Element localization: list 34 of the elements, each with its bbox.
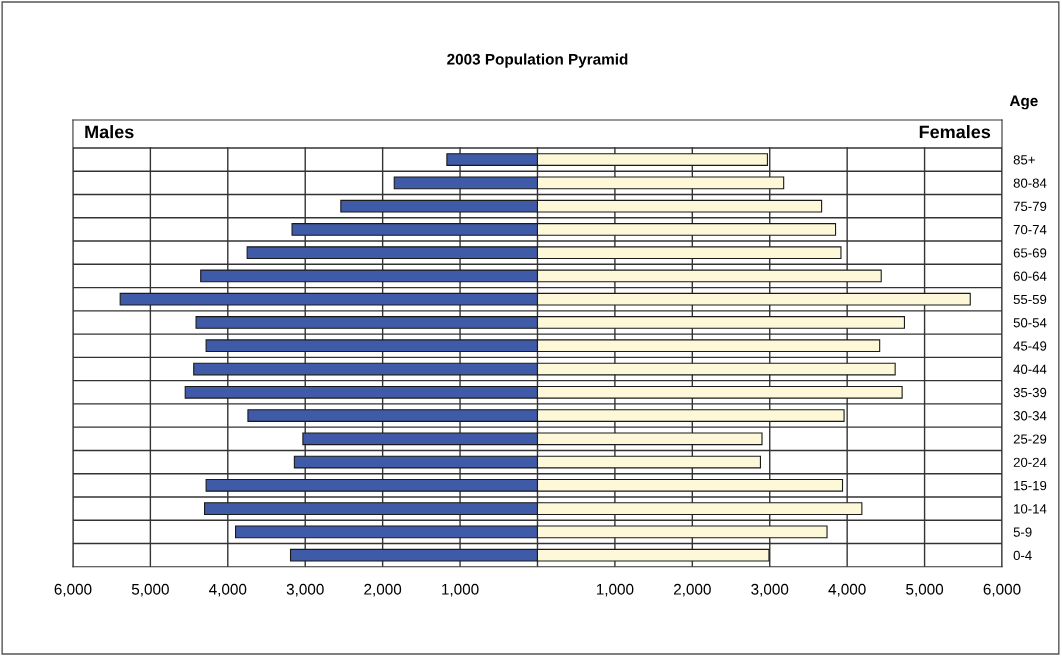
x-tick-label: 3,000 [751,583,789,597]
text: Females [919,125,991,139]
y-tick-label: 40-44 [1013,364,1047,374]
x-tick-label: 6,000 [54,583,92,597]
x-tick-label: 2,000 [364,583,402,597]
x-tick-label: 5,000 [131,583,169,597]
y-axis-title: Age [1009,95,1038,110]
y-tick-label: 65-69 [1013,248,1047,258]
y-tick-label: 75-79 [1013,201,1047,212]
x-tick-label: 4,000 [828,583,866,597]
x-tick-label: 6,000 [983,583,1021,597]
x-tick-label: 3,000 [286,583,324,597]
y-tick-label: 55-59 [1013,294,1047,305]
y-tick-label: 30-34 [1013,411,1047,421]
x-tick-label: 5,000 [906,583,944,597]
text: Males [85,125,134,139]
x-tick-label: 4,000 [209,583,247,597]
y-tick-label: 10-14 [1014,504,1047,514]
y-tick-label: 0-4 [1013,550,1032,561]
y-tick-label: 85+ [1013,155,1035,165]
y-tick-label: 50-54 [1013,318,1047,328]
y-tick-label: 25-29 [1013,434,1047,444]
y-tick-label: 80-84 [1013,178,1047,188]
y-tick-label: 70-74 [1013,224,1047,235]
x-tick-label: 1,000 [442,583,479,597]
chart-title: 2003 Population Pyramid [447,53,628,68]
y-tick-label: 15-19 [1014,480,1047,491]
y-tick-label: 60-64 [1013,271,1047,281]
y-tick-label: 5-9 [1013,527,1032,537]
x-tick-label: 1,000 [596,583,634,597]
y-tick-label: 20-24 [1013,457,1047,467]
y-tick-label: 35-39 [1013,387,1047,398]
x-tick-label: 2,000 [673,583,711,597]
y-tick-label: 45-49 [1013,341,1047,351]
